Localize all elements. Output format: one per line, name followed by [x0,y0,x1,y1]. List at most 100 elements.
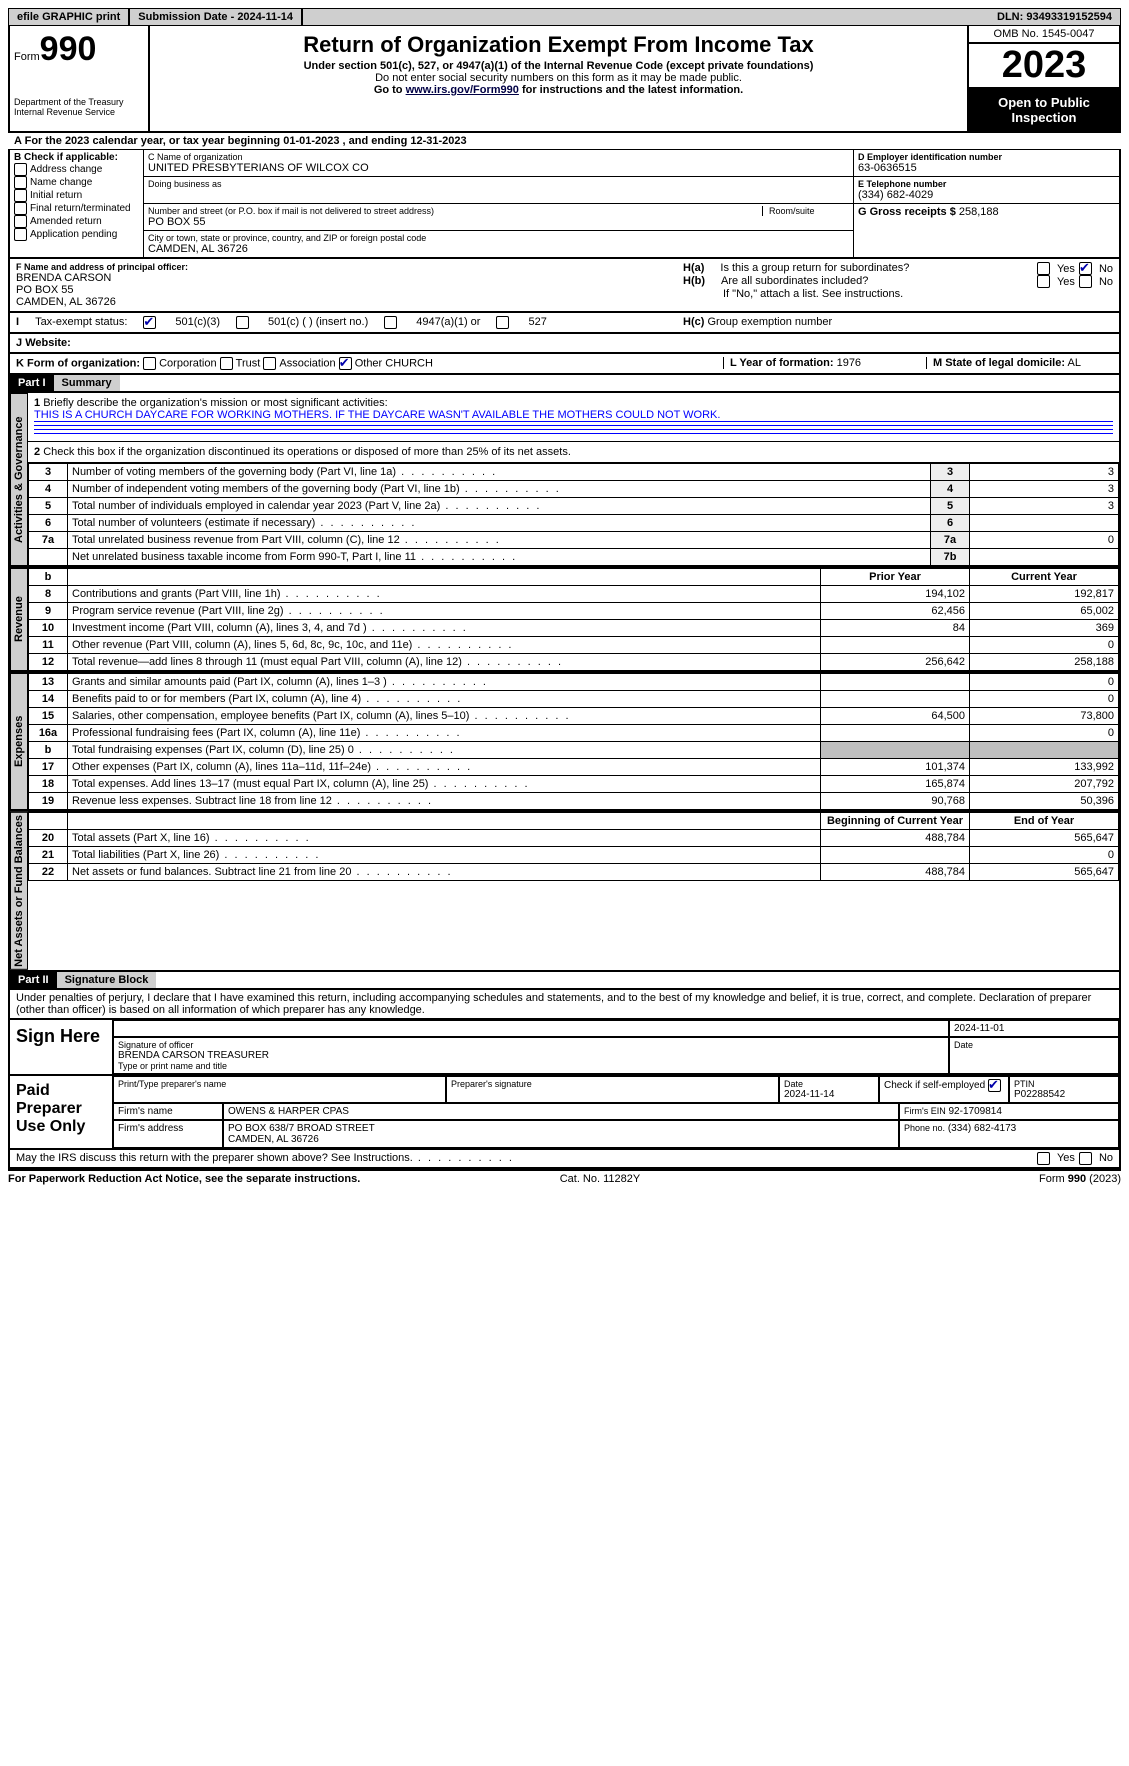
cat-no: Cat. No. 11282Y [560,1173,641,1185]
goto-pre: Go to [374,84,406,96]
ein: 63-0636515 [858,162,1115,174]
table-row: 18Total expenses. Add lines 13–17 (must … [29,776,1119,793]
prep-name-label: Print/Type preparer's name [118,1079,441,1089]
year-formation: 1976 [837,357,861,369]
off-sig-label: Signature of officer [118,1040,944,1050]
officer-sig-name: BRENDA CARSON TREASURER [118,1050,944,1061]
opt-amended: Amended return [30,216,102,227]
mission: THIS IS A CHURCH DAYCARE FOR WORKING MOT… [34,409,1113,422]
sign-here: Sign Here [10,1020,113,1074]
header-section: B Check if applicable: Address change Na… [8,150,1121,259]
cb-ha-yes[interactable] [1037,262,1050,275]
cb-name-change[interactable] [14,176,27,189]
other-val: CHURCH [385,357,433,369]
m-label: M State of legal domicile: [933,357,1065,369]
firm-ein: 92-1709814 [949,1106,1002,1117]
na-hdr-b: Beginning of Current Year [821,813,970,830]
self-emp: Check if self-employed [884,1080,985,1091]
sign-here-block: Sign Here 2024-11-01 Signature of office… [8,1020,1121,1076]
cb-self-emp[interactable] [988,1079,1001,1092]
declaration: Under penalties of perjury, I declare th… [8,990,1121,1020]
officer-name: BRENDA CARSON [16,272,667,284]
goto-post: for instructions and the latest informat… [519,84,743,96]
g-label: G Gross receipts $ [858,206,956,218]
firm-addr-label: Firm's address [113,1120,223,1148]
cb-hb-no[interactable] [1079,275,1092,288]
e-label: E Telephone number [858,179,1115,189]
form-header: Form990 Department of the Treasury Inter… [8,26,1121,133]
cb-assoc[interactable] [263,357,276,370]
table-row: 15Salaries, other compensation, employee… [29,708,1119,725]
d-label: D Employer identification number [858,152,1115,162]
table-row: 19Revenue less expenses. Subtract line 1… [29,793,1119,810]
street: PO BOX 55 [148,216,746,228]
cb-address-change[interactable] [14,163,27,176]
expenses-section: Expenses 13Grants and similar amounts pa… [8,673,1121,812]
l-label: L Year of formation: [730,357,834,369]
table-row: 14Benefits paid to or for members (Part … [29,691,1119,708]
discuss-q: May the IRS discuss this return with the… [16,1152,1021,1164]
form-number: 990 [40,30,97,68]
hc-q: Group exemption number [707,316,832,328]
cb-501c[interactable] [236,316,249,329]
table-row: 17Other expenses (Part IX, column (A), l… [29,759,1119,776]
side-ag: Activities & Governance [10,393,28,566]
part2-num: Part II [10,972,57,988]
cb-4947[interactable] [384,316,397,329]
side-na: Net Assets or Fund Balances [10,812,28,970]
off-name-label: Type or print name and title [118,1061,944,1071]
table-row: 5Total number of individuals employed in… [29,498,1119,515]
table-row: 10Investment income (Part VIII, column (… [29,620,1119,637]
dept-treasury: Department of the Treasury [14,97,144,107]
footer-left: For Paperwork Reduction Act Notice, see … [8,1173,360,1185]
form-word: Form [14,51,40,63]
q2: Check this box if the organization disco… [43,446,571,458]
paid-preparer-block: Paid Preparer Use Only Print/Type prepar… [8,1076,1121,1150]
opt-address-change: Address change [30,164,102,175]
part2-title: Signature Block [57,972,157,988]
cb-ha-no[interactable] [1079,262,1092,275]
cb-amended[interactable] [14,215,27,228]
part1-num: Part I [10,375,54,391]
tax-year: 2023 [969,44,1119,89]
b-label: B Check if applicable: [14,152,139,163]
firm-name: OWENS & HARPER CPAS [223,1103,899,1120]
dln: DLN: 93493319152594 [989,9,1120,25]
cb-hb-yes[interactable] [1037,275,1050,288]
table-row: 11Other revenue (Part VIII, column (A), … [29,637,1119,654]
form990-link[interactable]: www.irs.gov/Form990 [406,84,519,96]
cb-527[interactable] [496,316,509,329]
hb-note: If "No," attach a list. See instructions… [683,288,1113,300]
tax-exempt-label: Tax-exempt status: [35,316,127,328]
officer-addr1: PO BOX 55 [16,284,667,296]
cb-final-return[interactable] [14,202,27,215]
tax-year-range: For the 2023 calendar year, or tax year … [25,135,467,147]
cb-discuss-no[interactable] [1079,1152,1092,1165]
table-row: 9Program service revenue (Part VIII, lin… [29,603,1119,620]
hdr-curr: Current Year [970,569,1119,586]
row-klm: K Form of organization: Corporation Trus… [8,354,1121,375]
i-label: I [16,316,19,328]
discuss-row: May the IRS discuss this return with the… [8,1150,1121,1169]
state-domicile: AL [1067,357,1080,369]
firm-phone: (334) 682-4173 [948,1123,1016,1134]
cb-initial-return[interactable] [14,189,27,202]
date-label: Date [954,1040,1114,1050]
hdr-b: b [29,569,68,586]
table-row: 6Total number of volunteers (estimate if… [29,515,1119,532]
paid-prep: Paid Preparer Use Only [10,1076,113,1148]
cb-trust[interactable] [220,357,233,370]
na-table: Beginning of Current Year End of Year 20… [28,812,1119,881]
cb-other[interactable] [339,357,352,370]
cb-app-pending[interactable] [14,228,27,241]
table-row: Net unrelated business taxable income fr… [29,549,1119,566]
omb-number: OMB No. 1545-0047 [969,26,1119,44]
cb-corp[interactable] [143,357,156,370]
subtitle-1: Under section 501(c), 527, or 4947(a)(1)… [154,60,963,72]
cb-501c3[interactable] [143,316,156,329]
f-label: F Name and address of principal officer: [16,262,667,272]
cb-discuss-yes[interactable] [1037,1152,1050,1165]
form-title: Return of Organization Exempt From Incom… [154,30,963,60]
opt-initial-return: Initial return [30,190,82,201]
ha-label: H(a) [683,262,704,274]
